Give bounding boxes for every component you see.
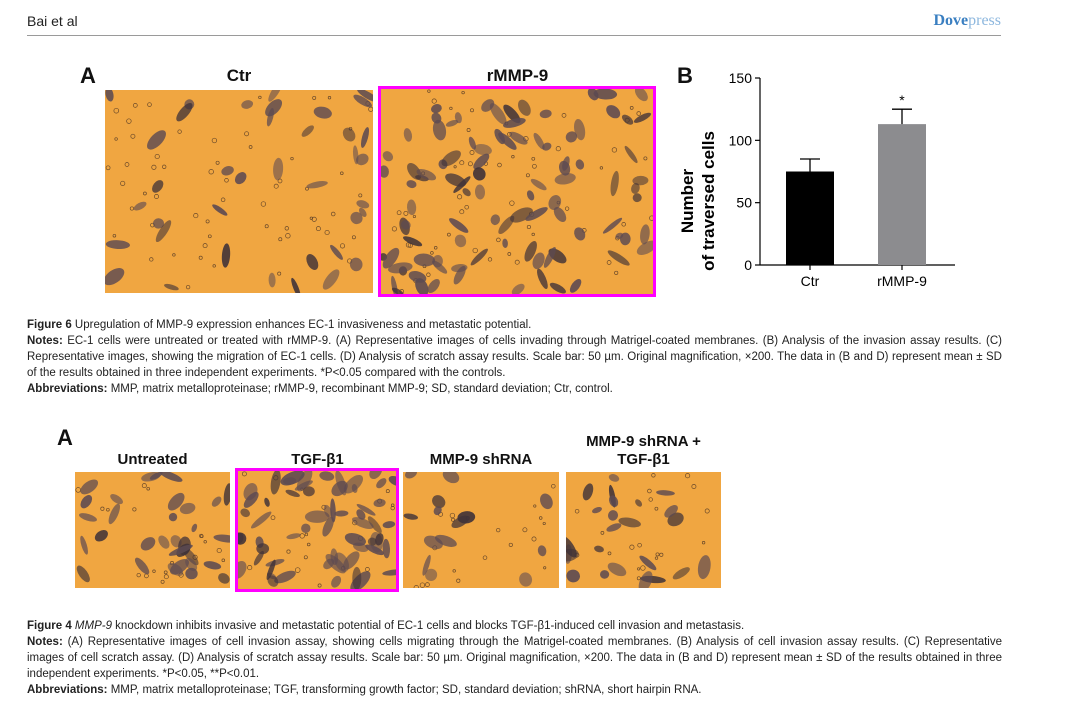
fig4-caption: Figure 4 MMP-9 knockdown inhibits invasi… bbox=[27, 618, 1002, 698]
fig4-panel-a-label: A bbox=[57, 425, 73, 450]
fig4-col-tgf: TGF-β1 bbox=[291, 451, 344, 468]
x-tick-label-1: rMMP-9 bbox=[877, 273, 927, 289]
fig6-bar-chart: Number of traversed cells 0 50 100 150 Ctr rM… bbox=[678, 70, 955, 289]
y-tick-label-3: 150 bbox=[729, 70, 753, 86]
fig6-caption-notes: Notes: EC-1 cells were untreated or trea… bbox=[27, 335, 1002, 379]
y-axis-label-line1: Number bbox=[678, 169, 697, 234]
fig4-col-shrna: MMP-9 shRNA bbox=[429, 451, 533, 468]
publisher-logo: Dovepress bbox=[933, 12, 1001, 30]
fig6-col-ctr: Ctr bbox=[226, 66, 252, 85]
header-rule bbox=[27, 35, 1001, 36]
fig4-micrograph-tgf bbox=[235, 468, 399, 592]
y-axis-label-line2: of traversed cells bbox=[699, 131, 718, 271]
y-tick-label-0: 0 bbox=[744, 257, 752, 273]
fig4-micrograph-untreated bbox=[75, 472, 230, 588]
y-tick-label-1: 50 bbox=[736, 195, 752, 211]
running-head-author: Bai et al bbox=[27, 13, 78, 29]
brand-bold: Dove bbox=[933, 12, 969, 29]
fig4-caption-notes: Notes: (A) Representative images of cell… bbox=[27, 636, 1002, 680]
fig4-col-untreated: Untreated bbox=[117, 451, 188, 468]
significance-marker-1: * bbox=[899, 92, 905, 108]
fig6-micrograph-rmmp9 bbox=[378, 86, 656, 297]
fig6-caption: Figure 6 Upregulation of MMP-9 expressio… bbox=[27, 317, 1002, 397]
x-tick-label-0: Ctr bbox=[801, 273, 820, 289]
fig4-micrograph-shrna bbox=[403, 472, 559, 588]
brand-light: press bbox=[968, 12, 1001, 29]
fig4-col-shrna-tgf: MMP-9 shRNA + TGF-β1 bbox=[586, 433, 701, 468]
fig6-caption-abbreviations: Abbreviations: MMP, matrix metalloprotei… bbox=[27, 383, 613, 395]
fig4-micrograph-shrna-tgf bbox=[566, 472, 721, 588]
fig6-micrograph-ctr bbox=[105, 90, 373, 293]
bar-ctr bbox=[786, 171, 834, 265]
fig6-panel-a-label: A bbox=[80, 63, 96, 88]
bar-rmmp-9 bbox=[878, 124, 926, 265]
y-tick-label-2: 100 bbox=[729, 132, 753, 148]
fig6-caption-title: Figure 6 Upregulation of MMP-9 expressio… bbox=[27, 319, 532, 331]
fig6-col-rmmp9: rMMP-9 bbox=[486, 66, 549, 85]
fig4-caption-title: Figure 4 MMP-9 knockdown inhibits invasi… bbox=[27, 620, 745, 632]
fig4-caption-abbreviations: Abbreviations: MMP, matrix metalloprotei… bbox=[27, 684, 702, 696]
fig6-panel-b-label: B bbox=[677, 63, 693, 88]
